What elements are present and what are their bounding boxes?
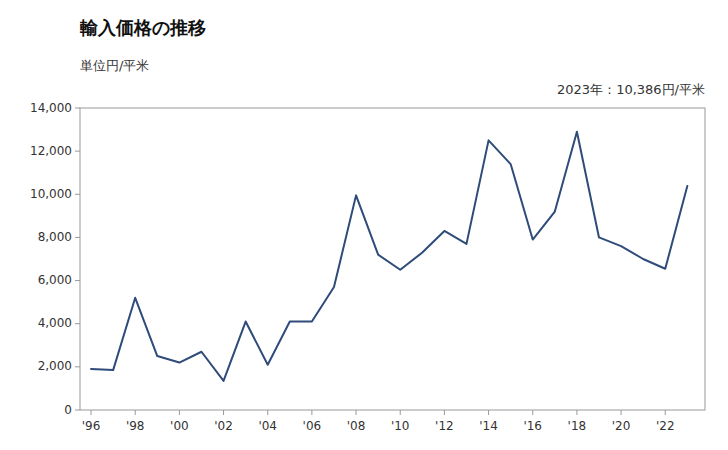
x-tick [179, 410, 180, 415]
x-tick [267, 410, 268, 415]
y-tick [75, 323, 80, 324]
x-tick [91, 410, 92, 415]
y-tick [75, 151, 80, 152]
y-tick [75, 366, 80, 367]
y-tick [75, 194, 80, 195]
y-tick-label: 6,000 [38, 273, 72, 287]
x-tick [223, 410, 224, 415]
y-tick [75, 280, 80, 281]
x-tick-label: '16 [523, 419, 542, 433]
annotation: 2023年：10,386円/平米 [557, 82, 705, 97]
background [0, 0, 728, 450]
x-tick-label: '22 [656, 419, 675, 433]
x-tick-label: '98 [126, 419, 145, 433]
plot-area [91, 132, 687, 381]
x-tick-label: '12 [435, 419, 454, 433]
x-tick-label: '10 [391, 419, 410, 433]
y-tick-label: 14,000 [30, 101, 72, 115]
x-tick-label: '02 [214, 419, 233, 433]
x-tick [444, 410, 445, 415]
x-tick-label: '08 [347, 419, 366, 433]
chart: 0 2,000 4,000 6,000 8,000 10,000 12,000 14,000 '… [0, 0, 728, 450]
x-tick [665, 410, 666, 415]
line [91, 132, 687, 381]
x-tick [311, 410, 312, 415]
x-tick-label: '04 [258, 419, 277, 433]
x-tick [576, 410, 577, 415]
x-tick [400, 410, 401, 415]
y-axis-label: 単位円/平米 [80, 58, 149, 73]
x-tick [356, 410, 357, 415]
x-tick [621, 410, 622, 415]
y-tick-label: 0 [64, 403, 72, 417]
plot-frame [80, 108, 705, 410]
y-tick [75, 108, 80, 109]
y-tick-label: 4,000 [38, 316, 72, 330]
x-tick-label: '06 [303, 419, 322, 433]
x-tick-label: '00 [170, 419, 189, 433]
x-tick-label: '18 [568, 419, 587, 433]
x-tick-label: '14 [479, 419, 498, 433]
x-tick [488, 410, 489, 415]
y-tick-label: 10,000 [30, 187, 72, 201]
y-tick [75, 410, 80, 411]
x-tick [135, 410, 136, 415]
x-tick-label: '96 [82, 419, 101, 433]
y-tick-label: 8,000 [38, 230, 72, 244]
title: 輸入価格の推移 [79, 17, 206, 38]
y-tick-label: 2,000 [38, 359, 72, 373]
x-tick-label: '20 [612, 419, 631, 433]
x-tick [532, 410, 533, 415]
y-tick [75, 237, 80, 238]
y-tick-label: 12,000 [30, 144, 72, 158]
